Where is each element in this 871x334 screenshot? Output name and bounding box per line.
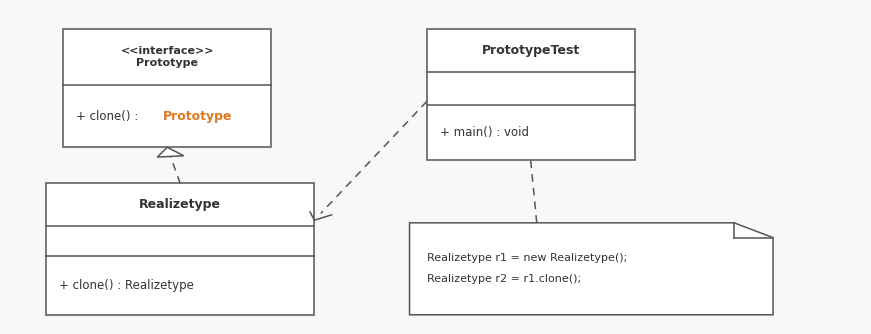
Text: + clone() :: + clone() : xyxy=(77,110,142,123)
Text: <<interface>>
Prototype: <<interface>> Prototype xyxy=(120,46,214,68)
Text: + clone() :: + clone() : xyxy=(77,110,142,123)
Text: Realizetype r2 = r1.clone();: Realizetype r2 = r1.clone(); xyxy=(427,275,581,285)
Polygon shape xyxy=(409,223,773,315)
Text: + main() : void: + main() : void xyxy=(440,126,529,139)
Text: + clone() : Realizetype: + clone() : Realizetype xyxy=(59,279,194,292)
Text: Prototype: Prototype xyxy=(163,110,233,123)
Polygon shape xyxy=(158,147,184,157)
Bar xyxy=(427,29,635,160)
Text: Realizetype r1 = new Realizetype();: Realizetype r1 = new Realizetype(); xyxy=(427,253,627,263)
Text: Realizetype: Realizetype xyxy=(139,198,221,211)
Text: PrototypeTest: PrototypeTest xyxy=(482,44,580,57)
Bar xyxy=(64,29,271,147)
Bar xyxy=(46,183,314,315)
